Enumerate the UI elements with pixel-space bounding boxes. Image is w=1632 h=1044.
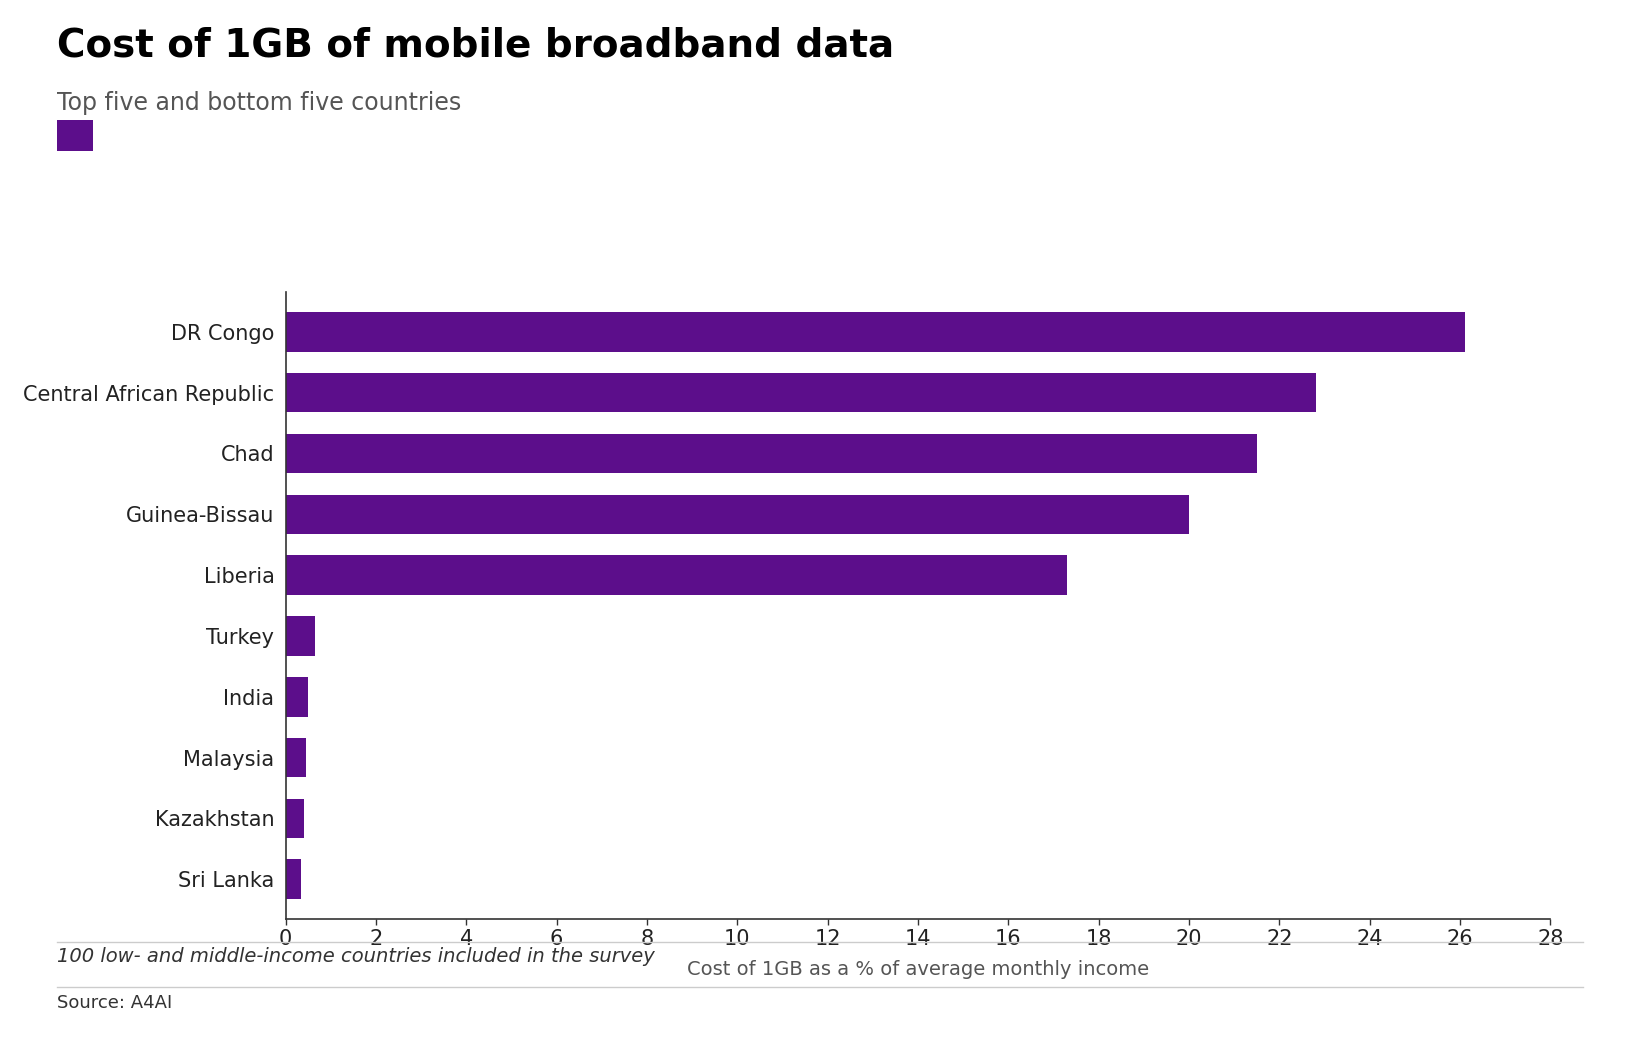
Text: 100 low- and middle-income countries included in the survey: 100 low- and middle-income countries inc… <box>57 947 654 966</box>
Bar <box>286 859 302 899</box>
Bar <box>286 616 315 656</box>
Bar <box>286 799 304 838</box>
Bar <box>286 373 1315 412</box>
Bar <box>286 433 1257 473</box>
Bar <box>286 677 308 716</box>
Text: Cost of 1GB of mobile broadband data: Cost of 1GB of mobile broadband data <box>57 26 894 64</box>
X-axis label: Cost of 1GB as a % of average monthly income: Cost of 1GB as a % of average monthly in… <box>687 960 1149 979</box>
Bar <box>286 555 1067 595</box>
Text: Source: A4AI: Source: A4AI <box>57 994 173 1012</box>
Bar <box>286 312 1464 352</box>
Bar <box>286 738 307 778</box>
Bar <box>286 495 1190 535</box>
Text: Top five and bottom five countries: Top five and bottom five countries <box>57 91 462 115</box>
